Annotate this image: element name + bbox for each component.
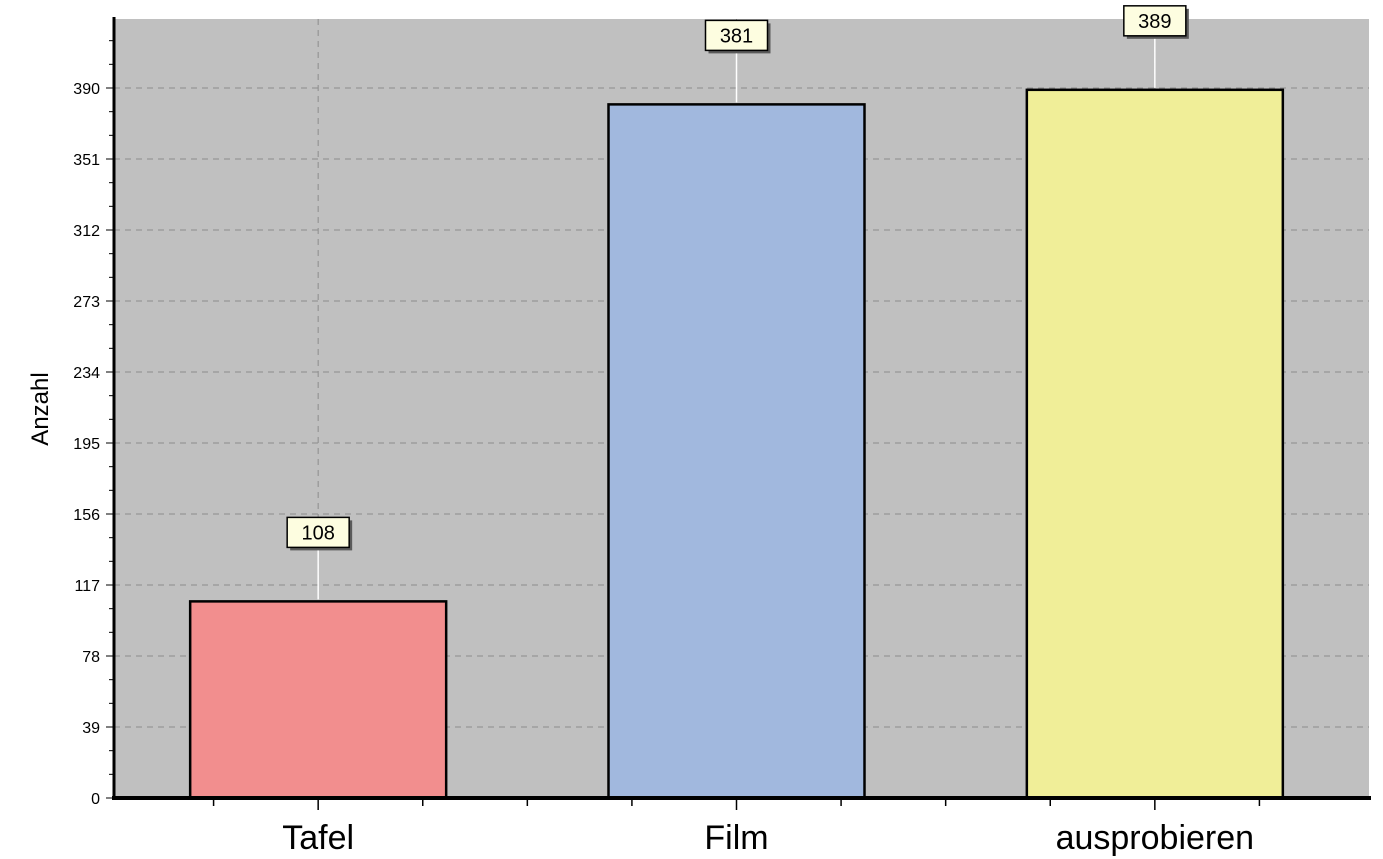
y-tick-label: 195 — [73, 436, 100, 453]
bars — [188, 88, 1285, 800]
x-tick-label: Tafel — [282, 819, 354, 857]
axes — [112, 17, 1371, 800]
y-tick-label: 117 — [74, 578, 100, 595]
y-tick-label: 0 — [91, 791, 100, 808]
y-ticks: 0 39 78 117 156 195 234 273 312 351 390 — [73, 40, 114, 808]
y-tick-label: 156 — [73, 507, 100, 524]
data-label-box — [286, 516, 350, 549]
x-tick-label: ausprobieren — [1056, 819, 1254, 857]
bar-tafel — [188, 600, 448, 800]
data-label-box — [1123, 5, 1187, 37]
y-tick-label: 234 — [73, 365, 100, 382]
y-tick-label: 78 — [82, 649, 100, 666]
data-labels: 108 381 389 — [286, 5, 1189, 600]
y-tick-label: 351 — [73, 152, 100, 169]
x-tick-label: Film — [704, 819, 768, 857]
data-label-box — [704, 19, 769, 52]
x-ticks: Tafel Film ausprobieren — [212, 798, 1261, 857]
y-tick-label: 312 — [73, 223, 100, 240]
y-axis-title: Anzahl — [27, 372, 54, 445]
y-tick-label: 390 — [73, 81, 100, 98]
data-label: 108 — [301, 522, 334, 544]
bar-film — [607, 103, 866, 800]
data-label: 381 — [720, 25, 753, 47]
y-tick-label: 39 — [82, 720, 100, 737]
bar-ausprobieren — [1025, 88, 1285, 800]
y-tick-label: 273 — [73, 294, 100, 311]
data-label: 389 — [1138, 11, 1171, 33]
